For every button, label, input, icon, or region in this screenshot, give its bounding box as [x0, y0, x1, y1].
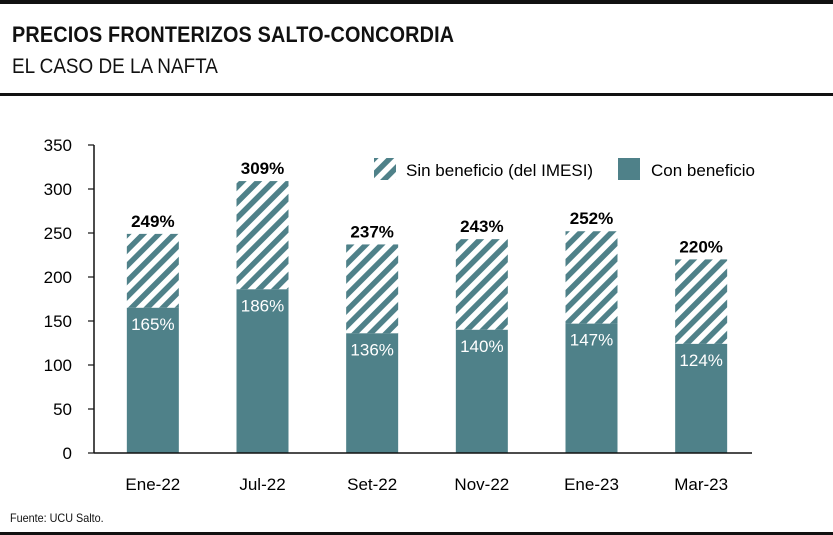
bar-value-label-con-beneficio: 186% — [241, 296, 284, 315]
bar-total-label: 249% — [131, 212, 174, 231]
chart-title: PRECIOS FRONTERIZOS SALTO-CONCORDIA — [12, 22, 455, 47]
bar-segment-sin-beneficio — [126, 233, 179, 308]
x-tick-label: Nov-22 — [454, 475, 509, 494]
legend-swatch-con-beneficio — [618, 158, 640, 180]
x-tick-label: Mar-23 — [674, 475, 728, 494]
bar-value-label-con-beneficio: 140% — [460, 337, 503, 356]
bar-segment-con-beneficio — [455, 329, 508, 453]
legend-swatch-sin-beneficio — [374, 158, 396, 180]
bar-segment-sin-beneficio — [346, 244, 399, 334]
x-axis: Ene-22 Jul-22 Set-22 Nov-22 Ene-23 Mar-23 — [94, 452, 752, 494]
legend: Sin beneficio (del IMESI) Con beneficio — [374, 158, 755, 180]
y-tick-label: 50 — [53, 400, 72, 419]
bar-segment-sin-beneficio — [455, 239, 508, 330]
bar-segment-con-beneficio — [126, 307, 179, 453]
x-tick-label: Ene-23 — [564, 475, 619, 494]
y-tick-label: 0 — [63, 444, 72, 463]
bar-segment-con-beneficio — [565, 323, 618, 453]
bar-total-label: 243% — [460, 217, 503, 236]
y-tick-label: 100 — [44, 356, 72, 375]
bars-group: 165% 249% 186% 309% 136% 237% 140% 243% 147% 252%… — [126, 159, 728, 453]
y-axis: 0 50 100 150 200 250 300 350 — [44, 136, 95, 463]
bar-segment-con-beneficio — [236, 289, 289, 453]
y-tick-label: 250 — [44, 224, 72, 243]
bar-total-label: 252% — [570, 209, 613, 228]
bar-total-label: 309% — [241, 159, 284, 178]
y-tick-label: 300 — [44, 180, 72, 199]
bar-value-label-con-beneficio: 165% — [131, 315, 174, 334]
bar-segment-con-beneficio — [346, 333, 399, 453]
bar-segment-sin-beneficio — [236, 181, 289, 290]
x-tick-label: Jul-22 — [239, 475, 285, 494]
x-tick-label: Set-22 — [347, 475, 397, 494]
y-tick-label: 200 — [44, 268, 72, 287]
legend-label-sin-beneficio: Sin beneficio (del IMESI) — [406, 161, 593, 180]
bar-segment-con-beneficio — [675, 343, 728, 453]
bar-segment-sin-beneficio — [675, 259, 728, 344]
header-divider — [0, 93, 833, 96]
bar-value-label-con-beneficio: 147% — [570, 331, 613, 350]
bar-value-label-con-beneficio: 136% — [350, 340, 393, 359]
source-note: Fuente: UCU Salto. — [10, 511, 104, 525]
y-tick-label: 150 — [44, 312, 72, 331]
x-tick-label: Ene-22 — [125, 475, 180, 494]
legend-label-con-beneficio: Con beneficio — [651, 161, 755, 180]
bar-segment-sin-beneficio — [565, 231, 618, 324]
chart-subtitle: EL CASO DE LA NAFTA — [12, 55, 218, 78]
bar-total-label: 237% — [350, 222, 393, 241]
bar-total-label: 220% — [679, 237, 722, 256]
y-tick-label: 350 — [44, 136, 72, 155]
bar-value-label-con-beneficio: 124% — [679, 351, 722, 370]
